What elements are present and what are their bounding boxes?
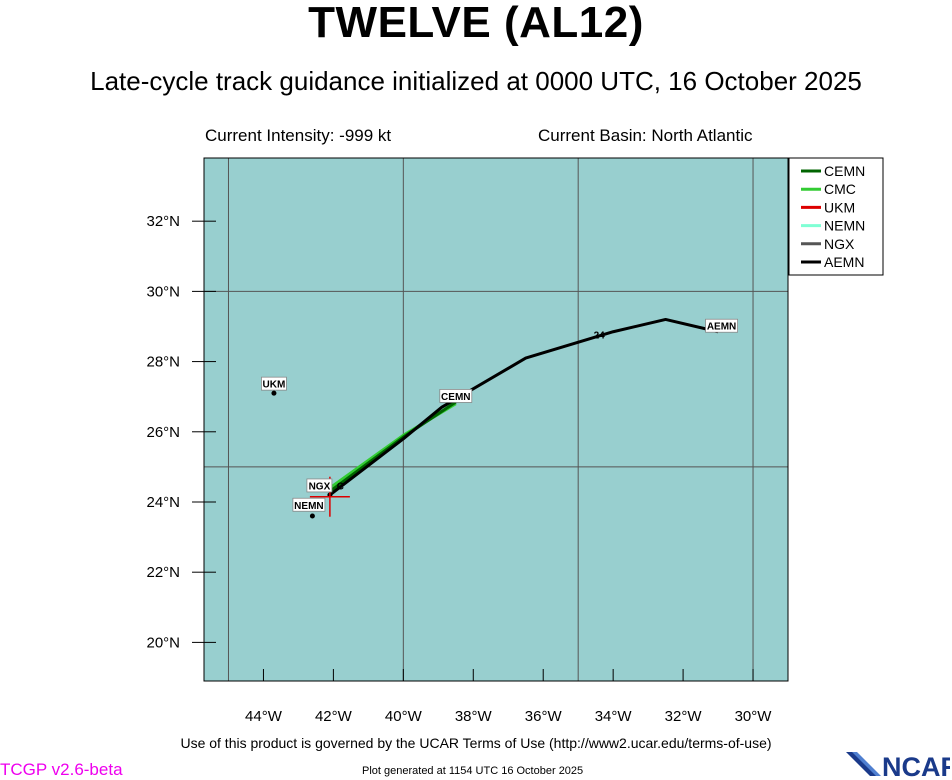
legend-label-aemn: AEMN — [824, 254, 864, 270]
x-tick-label: 40°W — [385, 708, 423, 725]
x-tick-label: 34°W — [595, 708, 633, 725]
track-label-text: 24 — [594, 331, 606, 342]
version-label: TCGP v2.6-beta — [0, 760, 123, 779]
legend-box — [788, 157, 884, 276]
track-label-text: AEMN — [707, 322, 736, 333]
track-label-box — [306, 478, 333, 493]
track-label-text: NGX — [309, 481, 331, 492]
map-title: TWELVE (AL12) — [308, 0, 644, 47]
legend: CEMN CMC UKM NEMN NGX AEMN — [788, 157, 884, 276]
y-tick-label: 30°N — [146, 283, 180, 300]
track-label-box — [292, 497, 326, 512]
x-tick-label: 38°W — [455, 708, 493, 725]
point-nemn — [309, 513, 315, 519]
track-label-text: CEMN — [441, 392, 470, 403]
ncar-logo-icon — [846, 752, 881, 776]
map-background — [204, 158, 788, 681]
current-basin: Current Basin: North Atlantic — [538, 126, 753, 145]
track-label-text: UKM — [263, 380, 286, 391]
y-tick-label: 20°N — [146, 634, 180, 651]
track-lines — [328, 317, 719, 497]
track-label: CEMN — [439, 389, 473, 403]
terms-of-use: Use of this product is governed by the U… — [180, 735, 772, 751]
track-label: C — [337, 481, 344, 492]
y-tick-label: 22°N — [146, 564, 180, 581]
y-tick-label: 28°N — [146, 354, 180, 371]
y-tick-label: 32°N — [146, 213, 180, 230]
legend-label-ukm: UKM — [824, 199, 855, 215]
current-intensity: Current Intensity: -999 kt — [205, 126, 392, 145]
track-label: 24 — [594, 331, 606, 342]
x-tick-label: 32°W — [665, 708, 703, 725]
point-ukm — [271, 390, 277, 396]
y-tick-label: 26°N — [146, 424, 180, 441]
track-labels: UKM NGX C NEMN CEMN AEMN 24 — [261, 318, 738, 512]
track-label-text: C — [337, 481, 344, 492]
map-subtitle: Late-cycle track guidance initialized at… — [90, 66, 862, 96]
track-map: UKM NGX C NEMN CEMN AEMN 24 44°W 42°W 40°W 38°W 36… — [146, 157, 884, 725]
grid-lines — [204, 158, 788, 681]
generated-time: Plot generated at 1154 UTC 16 October 20… — [362, 765, 584, 777]
x-tick-label: 30°W — [735, 708, 773, 725]
track-label-box — [705, 318, 738, 333]
map-frame — [203, 157, 789, 682]
y-tick-label: 24°N — [146, 494, 180, 511]
track-label: NGX — [306, 478, 333, 493]
legend-label-nemn: NEMN — [824, 218, 865, 234]
x-tick-label: 44°W — [245, 708, 283, 725]
track-label-box — [261, 376, 287, 391]
track-label: AEMN — [705, 318, 738, 333]
x-tick-label: 42°W — [315, 708, 353, 725]
track-label-text: NEMN — [294, 501, 323, 512]
legend-label-ngx: NGX — [824, 236, 855, 252]
axis-ticks: 44°W 42°W 40°W 38°W 36°W 34°W 32°W 30°W 20°N 22°N… — [146, 213, 772, 725]
x-tick-label: 36°W — [525, 708, 563, 725]
legend-label-cmc: CMC — [824, 181, 856, 197]
track-label: NEMN — [292, 497, 326, 512]
track-aemn — [328, 317, 719, 497]
ncar-logo-text: NCAR — [882, 752, 950, 780]
ncar-logo: NCAR — [846, 752, 950, 780]
track-label-box — [439, 389, 473, 403]
track-label: UKM — [261, 376, 287, 391]
legend-label-cemn: CEMN — [824, 163, 865, 179]
